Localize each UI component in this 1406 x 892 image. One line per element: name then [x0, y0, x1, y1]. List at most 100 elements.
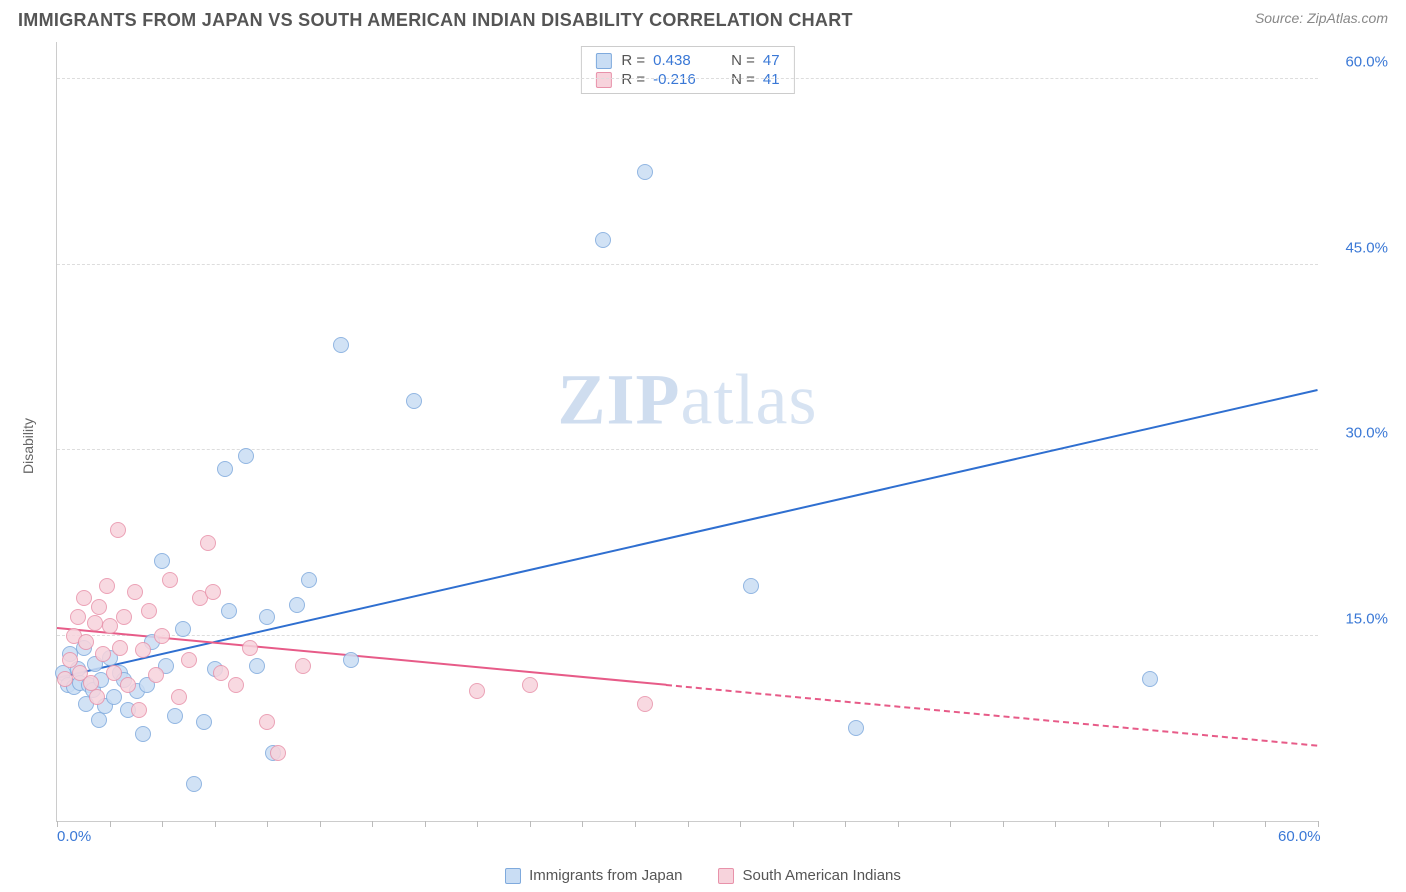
- data-point: [112, 640, 128, 656]
- r-value: 0.438: [653, 52, 715, 69]
- x-tick-label: 60.0%: [1278, 828, 1321, 845]
- data-point: [110, 522, 126, 538]
- data-point: [154, 628, 170, 644]
- y-tick-label: 45.0%: [1326, 239, 1388, 256]
- data-point: [228, 677, 244, 693]
- data-point: [167, 708, 183, 724]
- data-point: [181, 652, 197, 668]
- x-tick-mark: [530, 821, 531, 827]
- r-value: -0.216: [653, 71, 715, 88]
- r-label: R =: [621, 71, 645, 88]
- data-point: [406, 393, 422, 409]
- data-point: [83, 675, 99, 691]
- data-point: [637, 164, 653, 180]
- watermark: ZIPatlas: [558, 359, 818, 442]
- data-point: [469, 683, 485, 699]
- data-point: [301, 572, 317, 588]
- data-point: [238, 448, 254, 464]
- stats-legend-row: R = 0.438 N = 47: [595, 51, 779, 70]
- data-point: [70, 609, 86, 625]
- legend-item: South American Indians: [718, 867, 900, 884]
- y-tick-label: 60.0%: [1326, 54, 1388, 71]
- trend-line-dashed: [666, 684, 1318, 747]
- data-point: [116, 609, 132, 625]
- data-point: [270, 745, 286, 761]
- n-value: 47: [763, 52, 780, 69]
- data-point: [217, 461, 233, 477]
- data-point: [148, 667, 164, 683]
- data-point: [154, 553, 170, 569]
- data-point: [76, 590, 92, 606]
- data-point: [141, 603, 157, 619]
- data-point: [259, 609, 275, 625]
- data-point: [102, 618, 118, 634]
- x-tick-mark: [57, 821, 58, 827]
- x-tick-mark: [320, 821, 321, 827]
- source-attribution: Source: ZipAtlas.com: [1255, 10, 1388, 26]
- x-tick-mark: [688, 821, 689, 827]
- data-point: [135, 726, 151, 742]
- x-tick-mark: [845, 821, 846, 827]
- x-tick-mark: [1055, 821, 1056, 827]
- data-point: [196, 714, 212, 730]
- r-label: R =: [621, 52, 645, 69]
- legend-item: Immigrants from Japan: [505, 867, 682, 884]
- data-point: [200, 535, 216, 551]
- plot-area: ZIPatlas R = 0.438N = 47R = -0.216N = 41…: [56, 42, 1318, 822]
- x-tick-mark: [267, 821, 268, 827]
- data-point: [343, 652, 359, 668]
- data-point: [186, 776, 202, 792]
- y-tick-label: 15.0%: [1326, 610, 1388, 627]
- data-point: [106, 665, 122, 681]
- chart-container: Disability ZIPatlas R = 0.438 N = 47 R = -…: [12, 42, 1394, 850]
- data-point: [205, 584, 221, 600]
- x-tick-mark: [1003, 821, 1004, 827]
- data-point: [242, 640, 258, 656]
- x-tick-mark: [1108, 821, 1109, 827]
- x-tick-mark: [740, 821, 741, 827]
- x-tick-mark: [477, 821, 478, 827]
- x-tick-mark: [582, 821, 583, 827]
- x-tick-mark: [1265, 821, 1266, 827]
- gridline: [57, 264, 1318, 265]
- data-point: [99, 578, 115, 594]
- data-point: [87, 615, 103, 631]
- data-point: [131, 702, 147, 718]
- data-point: [78, 634, 94, 650]
- x-tick-mark: [1160, 821, 1161, 827]
- data-point: [848, 720, 864, 736]
- x-tick-mark: [1213, 821, 1214, 827]
- x-tick-mark: [425, 821, 426, 827]
- series-legend: Immigrants from Japan South American Indi…: [0, 867, 1406, 884]
- legend-swatch: [505, 868, 521, 884]
- y-tick-label: 30.0%: [1326, 425, 1388, 442]
- legend-label: South American Indians: [742, 867, 900, 884]
- x-tick-mark: [635, 821, 636, 827]
- legend-swatch: [595, 72, 611, 88]
- data-point: [175, 621, 191, 637]
- legend-swatch: [718, 868, 734, 884]
- x-tick-mark: [110, 821, 111, 827]
- x-tick-mark: [1318, 821, 1319, 827]
- data-point: [57, 671, 73, 687]
- data-point: [249, 658, 265, 674]
- data-point: [162, 572, 178, 588]
- data-point: [127, 584, 143, 600]
- data-point: [295, 658, 311, 674]
- stats-legend: R = 0.438N = 47R = -0.216N = 41: [580, 46, 794, 94]
- y-axis-label: Disability: [20, 418, 36, 474]
- data-point: [595, 232, 611, 248]
- data-point: [91, 599, 107, 615]
- x-tick-label: 0.0%: [57, 828, 91, 845]
- x-tick-mark: [215, 821, 216, 827]
- legend-label: Immigrants from Japan: [529, 867, 682, 884]
- data-point: [333, 337, 349, 353]
- stats-legend-row: R = -0.216N = 41: [595, 70, 779, 89]
- n-label: N =: [731, 71, 755, 88]
- chart-title: IMMIGRANTS FROM JAPAN VS SOUTH AMERICAN …: [18, 10, 853, 31]
- legend-swatch: [595, 53, 611, 69]
- n-label: N =: [731, 52, 755, 69]
- data-point: [213, 665, 229, 681]
- x-tick-mark: [898, 821, 899, 827]
- data-point: [743, 578, 759, 594]
